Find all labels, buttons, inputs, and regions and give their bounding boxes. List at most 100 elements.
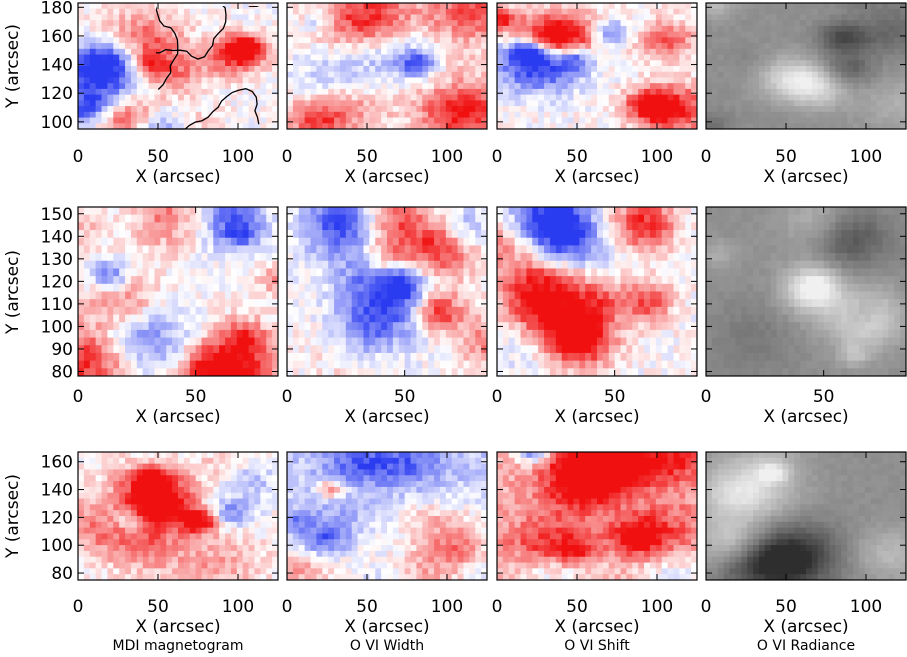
heatmap-cell [864, 14, 872, 21]
heatmap-cell [882, 111, 889, 119]
heatmap-cell [644, 31, 651, 38]
heatmap-cell [298, 268, 306, 277]
heatmap-cell [287, 14, 294, 21]
heatmap-cell [514, 25, 522, 33]
heatmap-cell [183, 83, 191, 90]
heatmap-cell [101, 230, 109, 239]
heatmap-cell [620, 66, 628, 73]
heatmap-cell [172, 117, 179, 124]
heatmap-cell [835, 123, 842, 129]
heatmap-cell [644, 66, 651, 73]
heatmap-cell [567, 214, 575, 223]
heatmap-cell [154, 352, 161, 362]
heatmap-cell [829, 88, 837, 96]
heatmap-cell [691, 8, 697, 16]
heatmap-cell [136, 291, 144, 300]
heatmap-cell [189, 100, 197, 107]
heatmap-cell [207, 100, 214, 107]
heatmap-cell [242, 345, 250, 354]
heatmap-cell [304, 111, 312, 119]
heatmap-cell [83, 360, 91, 369]
heatmap-cell [95, 94, 103, 101]
heatmap-cell [876, 60, 884, 67]
heatmap-cell [78, 291, 85, 300]
heatmap-cell [602, 214, 610, 223]
heatmap-cell [481, 111, 487, 119]
heatmap-cell [573, 260, 580, 270]
heatmap-cell [864, 83, 872, 90]
heatmap-cell [130, 111, 138, 119]
heatmap-cell [310, 117, 318, 124]
heatmap-cell [381, 253, 388, 262]
heatmap-cell [638, 207, 645, 216]
heatmap-cell [213, 322, 220, 331]
heatmap-cell [870, 77, 878, 84]
heatmap-cell [254, 230, 261, 239]
heatmap-cell [392, 352, 400, 362]
heatmap-cell [481, 20, 487, 27]
heatmap-cell [166, 214, 173, 223]
heatmap-cell [345, 329, 353, 339]
heatmap-cell [620, 77, 628, 84]
heatmap-cell [667, 37, 675, 44]
heatmap-cell [236, 214, 244, 223]
heatmap-cell [457, 54, 465, 61]
heatmap-cell [706, 14, 713, 21]
heatmap-cell [591, 14, 598, 21]
heatmap-cell [154, 345, 161, 354]
heatmap-cell [142, 207, 150, 216]
heatmap-cell [561, 283, 569, 293]
heatmap-cell [95, 276, 103, 285]
heatmap-cell [853, 66, 860, 73]
heatmap-cell [451, 94, 459, 101]
heatmap-cell [219, 368, 226, 376]
heatmap-cell [78, 94, 85, 101]
heatmap-cell [538, 88, 545, 96]
heatmap-cell [260, 352, 267, 362]
heatmap-cell [811, 106, 819, 113]
heatmap-cell [735, 123, 742, 129]
heatmap-cell [183, 123, 191, 129]
heatmap-cell [287, 337, 294, 346]
heatmap-cell [160, 117, 167, 124]
heatmap-cell [632, 94, 639, 101]
heatmap-cell [514, 71, 522, 79]
heatmap-cell [298, 25, 306, 33]
heatmap-cell [345, 106, 353, 113]
heatmap-cell [172, 337, 179, 346]
heatmap-cell [667, 25, 675, 33]
heatmap-cell [602, 117, 610, 124]
heatmap-cell [502, 268, 510, 277]
heatmap-cell [416, 368, 423, 376]
heatmap-cell [870, 14, 878, 21]
heatmap-cell [502, 260, 510, 270]
heatmap-cell [445, 322, 453, 331]
heatmap-cell [422, 337, 429, 346]
heatmap-cell [219, 66, 226, 73]
heatmap-cell [272, 260, 278, 270]
heatmap-cell [148, 31, 156, 38]
heatmap-cell [608, 71, 616, 79]
heatmap-cell [747, 25, 754, 33]
heatmap-cell [125, 352, 132, 362]
heatmap-cell [579, 245, 586, 254]
heatmap-cell [644, 25, 651, 33]
heatmap-cell [410, 291, 418, 300]
heatmap-cell [392, 3, 400, 10]
heatmap-cell [800, 88, 807, 96]
heatmap-cell [416, 214, 423, 223]
heatmap-cell [381, 48, 388, 56]
heatmap-cell [148, 20, 156, 27]
heatmap-cell [183, 37, 191, 44]
heatmap-cell [451, 291, 459, 300]
heatmap-cell [735, 100, 742, 107]
heatmap-cell [538, 8, 545, 16]
heatmap-cell [439, 31, 447, 38]
heatmap-cell [532, 237, 539, 247]
heatmap-cell [457, 299, 465, 308]
heatmap-cell [567, 253, 575, 262]
heatmap-cell [776, 25, 784, 33]
heatmap-cell [225, 283, 232, 293]
heatmap-cell [248, 283, 256, 293]
